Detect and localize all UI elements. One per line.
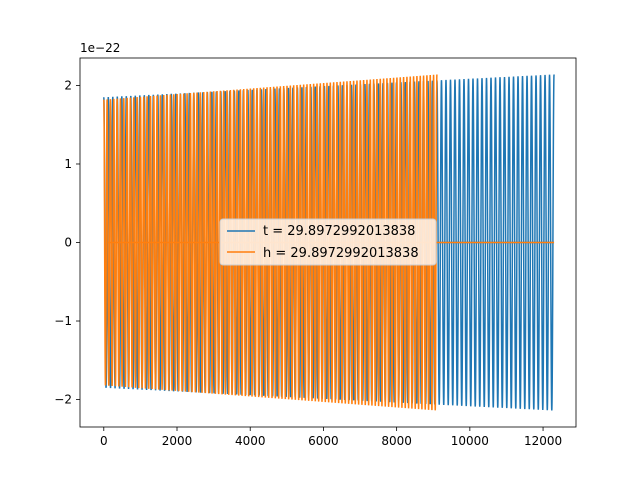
legend: t = 29.8972992013838 h = 29.897299201383… bbox=[219, 218, 437, 266]
y-offset-label: 1e−22 bbox=[80, 41, 120, 55]
y-tick-label: −1 bbox=[54, 314, 72, 328]
y-tick-label: 0 bbox=[64, 236, 72, 250]
y-axis: −2 −1 0 1 2 bbox=[54, 78, 80, 407]
y-tick-label: −2 bbox=[54, 393, 72, 407]
x-tick-label: 12000 bbox=[524, 434, 562, 448]
legend-label-h: h = 29.8972992013838 bbox=[263, 246, 419, 261]
x-tick-label: 10000 bbox=[451, 434, 489, 448]
x-tick-label: 0 bbox=[100, 434, 108, 448]
y-tick-label: 2 bbox=[64, 78, 72, 92]
legend-box bbox=[219, 218, 437, 266]
x-axis: 0 2000 4000 6000 8000 10000 12000 bbox=[100, 427, 562, 448]
y-tick-label: 1 bbox=[64, 157, 72, 171]
x-tick-label: 6000 bbox=[308, 434, 339, 448]
x-tick-label: 2000 bbox=[162, 434, 193, 448]
x-tick-label: 4000 bbox=[235, 434, 266, 448]
x-tick-label: 8000 bbox=[381, 434, 412, 448]
series-line-1 bbox=[103, 74, 438, 411]
legend-label-t: t = 29.8972992013838 bbox=[263, 224, 415, 239]
